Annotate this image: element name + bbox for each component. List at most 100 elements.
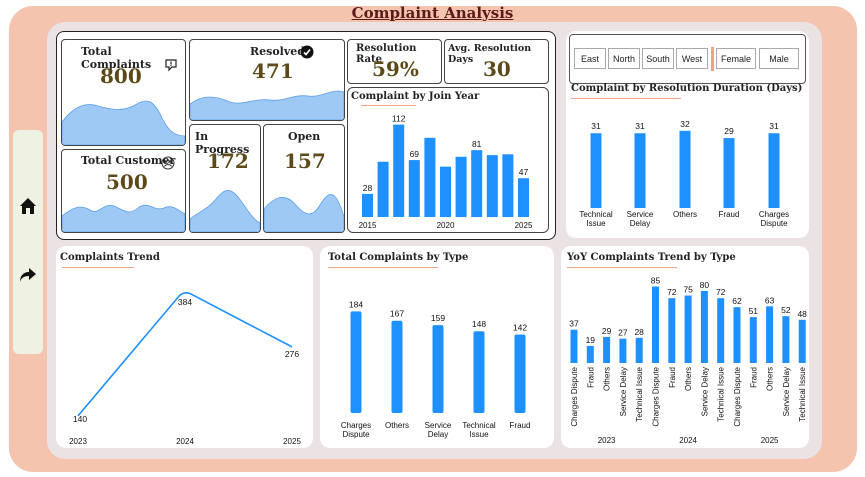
bar — [634, 133, 646, 208]
home-icon[interactable] — [18, 196, 38, 216]
group-label: 2024 — [679, 436, 697, 445]
bar — [684, 295, 692, 363]
x-tick-label: Fraud — [719, 210, 740, 219]
data-label: 69 — [410, 149, 420, 159]
data-label: 63 — [765, 295, 775, 305]
chart-title: Complaints Trend — [60, 252, 160, 263]
bar — [768, 133, 780, 208]
data-label: 81 — [472, 139, 482, 149]
data-label: 51 — [749, 306, 759, 316]
slicer-box — [569, 34, 806, 84]
kpi-label: Resolved — [250, 45, 305, 58]
x-tick-label: Technical — [462, 421, 496, 430]
x-tick-label: Issue — [586, 219, 606, 228]
complaints-trend-card: Complaints Trend 140 2023 384 2024 276 2025 — [56, 246, 313, 448]
x-tick-label: Fraud — [668, 367, 677, 388]
kpi-resolved: Resolved 471 — [189, 39, 345, 121]
data-label: 62 — [732, 296, 742, 306]
x-tick-label: Others — [684, 367, 693, 391]
data-label: 27 — [618, 328, 628, 338]
x-tick-label: Dispute — [760, 219, 788, 228]
kpi-label: Total Complaints — [81, 45, 152, 71]
region-north[interactable]: North — [608, 48, 640, 69]
x-tick-label: Charges — [341, 421, 371, 430]
sparkline-area — [190, 190, 260, 232]
data-label: 80 — [700, 280, 710, 290]
bar — [518, 178, 529, 217]
x-tick-label: 2020 — [437, 221, 455, 230]
kpi-total-complaints: Total Complaints 800 — [61, 39, 186, 146]
bar — [635, 337, 643, 363]
join-year-chart: 28 112 69 81 47 2015 2020 2025 — [359, 114, 533, 230]
bar — [432, 325, 444, 413]
data-label: 112 — [392, 114, 406, 124]
region-west[interactable]: West — [676, 48, 708, 69]
bar — [679, 130, 691, 208]
slicer-divider — [711, 47, 714, 71]
chart-title: Complaint by Resolution Duration (Days) — [571, 83, 803, 94]
x-tick-label: Charges Dispute — [652, 366, 661, 426]
data-label: 159 — [431, 313, 445, 323]
x-tick-label: Dispute — [342, 430, 370, 439]
kpi-label: Avg. Resolution Days — [448, 43, 532, 65]
kpi-total-customer: Total Customer 500 — [61, 149, 186, 233]
kpi-avg-resolution-days: Avg. Resolution Days 30 — [444, 39, 549, 84]
bar — [424, 137, 436, 217]
x-tick-label: 2023 — [69, 437, 87, 446]
bar — [749, 317, 757, 363]
x-tick-label: Technical — [579, 210, 613, 219]
data-label: 75 — [683, 285, 693, 295]
bar — [717, 298, 725, 363]
bar — [408, 160, 420, 217]
data-label: 140 — [73, 414, 87, 424]
bar — [619, 338, 627, 363]
title-underline — [361, 105, 416, 106]
title-underline — [567, 267, 677, 268]
data-label: 28 — [634, 327, 644, 337]
x-tick-label: Charges — [759, 210, 789, 219]
nav-sidebar — [13, 130, 43, 354]
resolved-icon — [300, 45, 314, 59]
data-label: 37 — [569, 319, 579, 329]
kpi-label: Total Customer — [81, 154, 176, 167]
x-tick-label: Others — [603, 367, 612, 391]
data-label: 148 — [472, 319, 486, 329]
share-icon[interactable] — [18, 265, 38, 285]
data-label: 47 — [519, 167, 529, 177]
kpi-value: 800 — [100, 64, 142, 88]
bar — [362, 193, 373, 217]
x-tick-label: Fraud — [510, 421, 531, 430]
x-tick-label: Fraud — [749, 367, 758, 388]
bar — [350, 311, 362, 413]
region-south[interactable]: South — [642, 48, 674, 69]
data-label: 276 — [285, 349, 299, 359]
data-label: 184 — [349, 299, 363, 309]
by-type-card: Total Complaints by Type 184 Charges Dispu… — [320, 246, 554, 448]
bar — [440, 166, 451, 217]
kpi-value: 157 — [284, 149, 326, 173]
x-tick-label: 2025 — [283, 437, 301, 446]
bar — [486, 155, 498, 217]
x-tick-label: Delay — [630, 219, 650, 228]
kpi-label: In Progress — [195, 130, 250, 156]
chart-title: YoY Complaints Trend by Type — [567, 252, 736, 263]
data-label: 32 — [680, 119, 690, 129]
gender-female[interactable]: Female — [716, 48, 756, 69]
data-label: 31 — [635, 121, 645, 131]
region-east[interactable]: East — [574, 48, 606, 69]
sparkline-area — [264, 193, 344, 232]
kpi-in-progress: In Progress 172 — [189, 124, 261, 233]
x-tick-label: Others — [766, 367, 775, 391]
sparkline-area — [62, 204, 185, 232]
data-label: 29 — [602, 326, 612, 336]
sparkline-area — [62, 100, 185, 145]
x-tick-label: 2015 — [359, 221, 377, 230]
gender-male[interactable]: Male — [759, 48, 799, 69]
x-tick-label: Others — [673, 210, 697, 219]
bar — [590, 133, 602, 208]
yoy-chart: 37 Charges Dispute 19 Fraud 29 Others 27 Servic… — [569, 276, 807, 446]
x-tick-label: Technical Issue — [798, 366, 807, 421]
bar — [723, 138, 735, 208]
data-label: 29 — [724, 126, 734, 136]
